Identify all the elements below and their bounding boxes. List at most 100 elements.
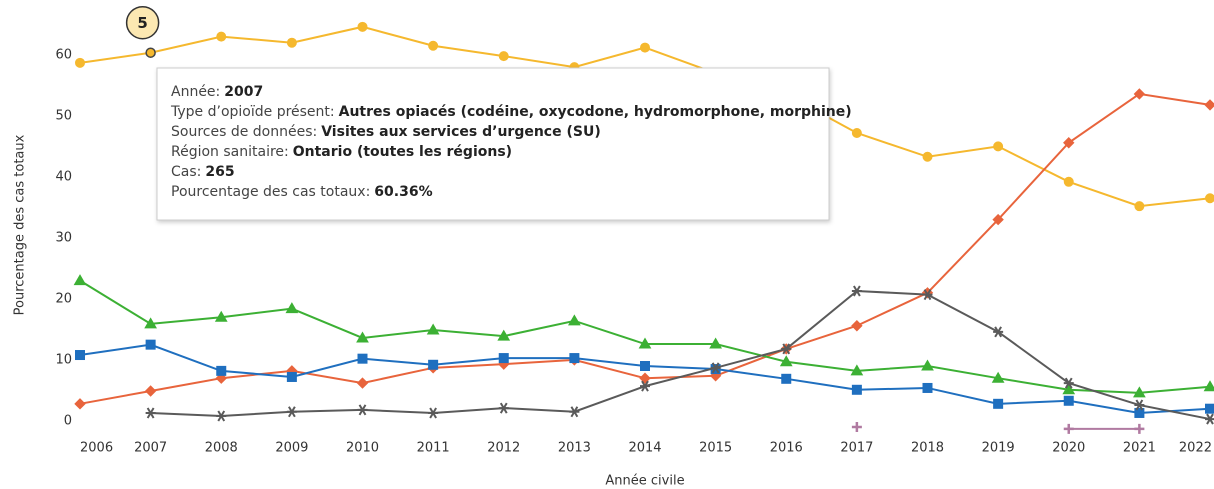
point [498,402,509,414]
point [286,37,297,48]
x-tick-label: 2020 [1052,441,1085,456]
point [1063,176,1074,187]
tooltip-box [156,67,830,221]
point [993,398,1004,409]
point [1133,386,1146,398]
point [1204,99,1214,111]
tooltip-label: Type d’opioïde présent: [170,104,335,120]
point [709,337,722,349]
point [214,310,228,322]
point [357,21,368,32]
point [285,302,299,314]
point [286,371,297,382]
tooltip: Année: 2007 Type d’opioïde présent: Autres … [156,67,852,221]
x-tick-label: 2021 [1123,441,1156,456]
point [145,47,156,58]
x-tick-label: 2022 [1179,441,1212,456]
point [569,406,580,418]
point [639,372,651,384]
tooltip-row: Année: 2007 [171,84,263,100]
point [1063,377,1074,389]
point [428,359,439,370]
point [1205,413,1214,425]
point [73,274,87,286]
point [1134,407,1145,418]
point [216,365,227,376]
y-tick-label: 30 [55,230,72,245]
point [993,326,1004,338]
x-tick-label: 2010 [346,441,379,456]
point [568,314,581,326]
annotation-badge [125,5,160,40]
point [922,151,933,162]
point [145,339,156,350]
point [357,353,368,364]
x-tick-label: 2019 [982,441,1015,456]
point [1205,193,1214,204]
y-tick-label: 10 [55,352,72,367]
point [356,331,369,343]
x-tick-label: 2009 [275,441,308,456]
tooltip-label: Pourcentage des cas totaux: [171,184,370,200]
point [640,361,650,371]
tooltip-label: Cas: [171,164,201,180]
point [781,343,792,355]
point [640,42,650,53]
x-tick-label: 2011 [417,441,450,456]
point [922,382,933,393]
point [1134,201,1145,212]
tooltip-row: Cas: 265 [171,164,235,180]
point [1134,399,1145,411]
tooltip-row: Pourcentage des cas totaux: 60.36% [171,184,433,200]
point [428,40,439,51]
point [216,410,227,422]
tooltip-value: 60.36% [374,184,432,200]
point [993,141,1004,152]
point [1133,88,1146,100]
point [145,407,156,419]
x-tick-label: 2014 [628,441,661,456]
point [144,317,157,329]
point [498,51,509,62]
point [144,385,157,397]
x-tick-label: 2006 [80,441,113,456]
point [850,364,864,376]
point [1063,423,1074,434]
series-line [150,289,1211,421]
point [851,285,862,297]
point [74,398,86,410]
point [851,127,862,138]
x-axis-label: Année civile [605,474,684,489]
point [1203,380,1214,392]
point [640,380,650,392]
y-axis-label: Pourcentage des cas totaux [13,134,28,315]
point [357,404,368,416]
point [992,213,1004,226]
x-tick-label: 2012 [487,441,520,456]
x-tick-label: 2013 [558,441,591,456]
tooltip-value: 2007 [224,84,263,100]
point [991,371,1005,383]
x-tick-label: 2018 [911,441,944,456]
point [1205,403,1214,414]
y-tick-label: 50 [55,108,72,123]
point [710,362,721,374]
point [428,407,439,419]
point [922,289,933,301]
point [75,57,85,68]
tooltip-value: Autres opiacés (codéine, oxycodone, hydr… [339,104,852,120]
tooltip-value: Visites aux services d’urgence (SU) [321,124,601,140]
x-tick-label: 2017 [840,441,873,456]
point [921,359,934,371]
x-tick-label: 2007 [134,441,167,456]
tooltip-label: Région sanitaire: [171,144,289,160]
tooltip-label: Sources de données: [171,124,317,140]
tooltip-value: Ontario (toutes les régions) [293,144,512,160]
y-tick-label: 60 [55,47,72,62]
point [1062,383,1076,395]
point [216,31,227,42]
tooltip-row: Région sanitaire: Ontario (toutes les rég… [171,144,512,160]
point [779,355,793,367]
point [426,323,440,335]
point [638,337,652,349]
